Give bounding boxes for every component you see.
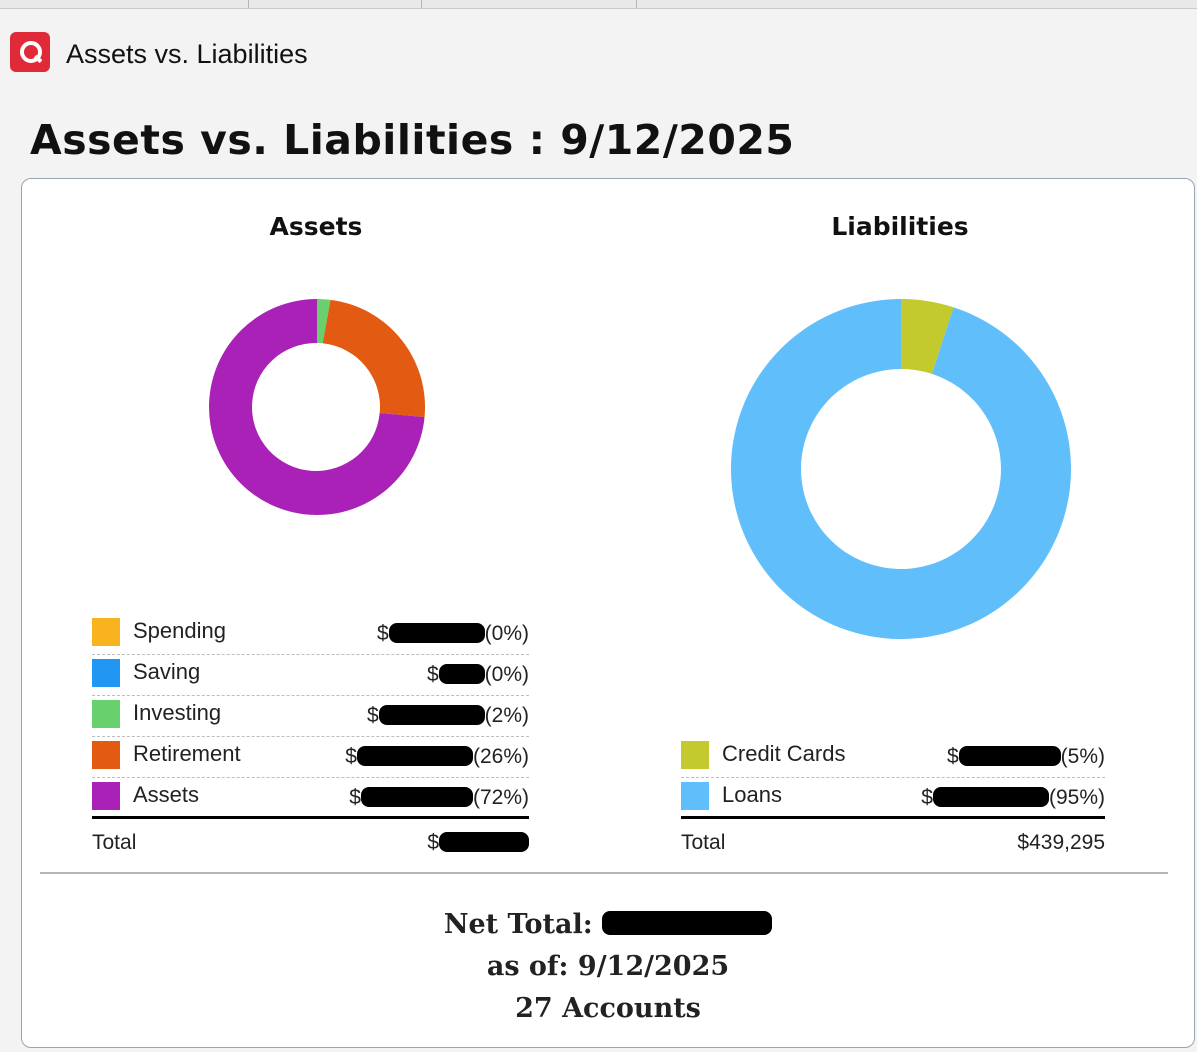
donut-slice-investing[interactable]: [317, 299, 331, 344]
legend-percent: (26%): [472, 745, 529, 768]
summary-divider: [40, 872, 1168, 874]
legend-percent: (0%): [484, 622, 529, 645]
legend-percent: (2%): [484, 704, 529, 727]
legend-row-saving[interactable]: Saving $ (0%): [92, 655, 529, 696]
as-of-date: as of: 9/12/2025: [486, 951, 730, 982]
legend-row-assets[interactable]: Assets $ (72%): [92, 778, 529, 819]
legend-value: $ (26%): [345, 745, 529, 769]
legend-value: $ (5%): [947, 745, 1105, 769]
liabilities-legend: Credit Cards $ (5%) Loans $ (95%) Total $4…: [681, 737, 1105, 859]
total-value: $: [427, 831, 529, 855]
redacted-amount: [388, 623, 485, 643]
legend-value: $ (0%): [427, 663, 529, 687]
legend-label: Retirement: [133, 741, 241, 766]
report-panel: [21, 178, 1195, 1048]
total-value: $439,295: [1017, 831, 1105, 854]
assets-legend: Spending $ (0%) Saving $ (0%) Investing $ (…: [92, 614, 529, 859]
donut-slice-retirement[interactable]: [322, 299, 426, 418]
window-title: Assets vs. Liabilities: [66, 39, 308, 69]
legend-row-loans[interactable]: Loans $ (95%): [681, 778, 1105, 819]
legend-swatch-retirement: [92, 741, 120, 769]
legend-swatch-spending: [92, 618, 120, 646]
legend-percent: (5%): [1060, 745, 1105, 768]
liabilities-chart-title: Liabilities: [831, 212, 969, 241]
currency-symbol: $: [921, 786, 933, 809]
net-total-line: Net Total:: [21, 909, 1195, 940]
assets-donut-chart[interactable]: [204, 294, 430, 520]
top-window-strip: [0, 0, 1197, 9]
report-title: Assets vs. Liabilities : 9/12/2025: [30, 116, 795, 164]
total-label: Total: [681, 831, 726, 854]
donut-slice-assets[interactable]: [209, 299, 425, 515]
strip-separator: [636, 0, 637, 8]
strip-separator: [248, 0, 249, 8]
redacted-amount: [356, 746, 473, 766]
legend-percent: (95%): [1048, 786, 1105, 809]
net-total-label: Net Total:: [443, 909, 593, 940]
legend-percent: (72%): [472, 786, 529, 809]
legend-value: $ (0%): [377, 622, 529, 646]
legend-swatch-credit-cards: [681, 741, 709, 769]
total-label: Total: [92, 831, 137, 854]
legend-label: Assets: [133, 782, 200, 807]
legend-label: Investing: [133, 700, 222, 725]
assets-total-row: Total $: [92, 819, 529, 859]
legend-label: Credit Cards: [722, 741, 846, 766]
legend-label: Loans: [722, 782, 782, 807]
legend-value: $ (72%): [349, 786, 529, 810]
redacted-amount: [958, 746, 1061, 766]
strip-separator: [421, 0, 422, 8]
currency-symbol: $: [366, 704, 379, 727]
title-bar: Assets vs. Liabilities: [0, 9, 1197, 85]
legend-row-credit-cards[interactable]: Credit Cards $ (5%): [681, 737, 1105, 778]
redacted-amount: [438, 664, 485, 684]
legend-swatch-loans: [681, 782, 709, 810]
legend-label: Spending: [133, 618, 226, 643]
currency-symbol: $: [946, 745, 959, 768]
redacted-net-total: [602, 911, 773, 935]
currency-symbol: $: [345, 745, 357, 768]
redacted-amount: [360, 787, 473, 807]
account-count: 27 Accounts: [515, 993, 701, 1024]
currency-symbol: $: [376, 622, 389, 645]
quicken-logo-icon: [10, 32, 50, 72]
legend-row-retirement[interactable]: Retirement $ (26%): [92, 737, 529, 778]
liabilities-donut-chart[interactable]: [723, 291, 1079, 647]
redacted-amount: [439, 832, 529, 852]
assets-chart-title: Assets: [269, 212, 363, 241]
legend-swatch-investing: [92, 700, 120, 728]
donut-slice-credit-cards[interactable]: [901, 299, 954, 374]
legend-percent: (0%): [484, 663, 529, 686]
redacted-amount: [932, 787, 1049, 807]
legend-row-investing[interactable]: Investing $ (2%): [92, 696, 529, 737]
legend-label: Saving: [133, 659, 201, 684]
currency-symbol: $: [349, 786, 361, 809]
currency-symbol: $: [426, 663, 439, 686]
legend-swatch-assets: [92, 782, 120, 810]
redacted-amount: [378, 705, 485, 725]
legend-swatch-saving: [92, 659, 120, 687]
liabilities-total-row: Total $439,295: [681, 819, 1105, 859]
donut-slice-loans[interactable]: [730, 299, 1071, 639]
currency-symbol: $: [427, 831, 439, 854]
legend-value: $ (2%): [367, 704, 529, 728]
legend-row-spending[interactable]: Spending $ (0%): [92, 614, 529, 655]
legend-value: $ (95%): [921, 786, 1105, 810]
